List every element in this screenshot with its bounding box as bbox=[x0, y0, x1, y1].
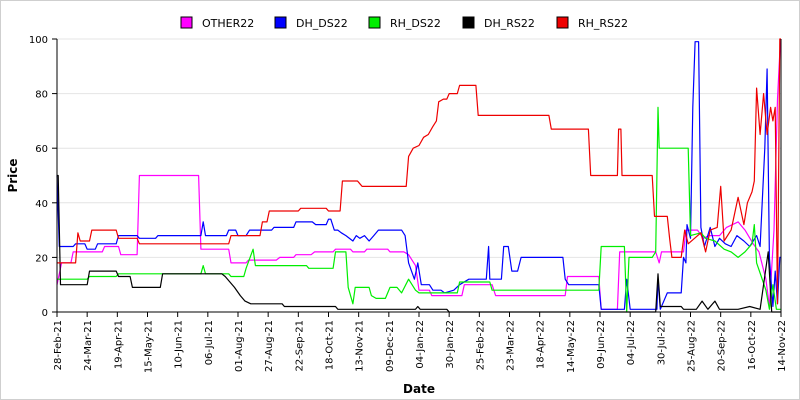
x-tick-label: 30-Jan-22 bbox=[445, 320, 456, 369]
series-line-rh-ds22 bbox=[57, 106, 781, 313]
series-line-dh-rs22 bbox=[57, 174, 781, 313]
y-tick-label: 20 bbox=[35, 253, 48, 264]
x-tick-label: 09-Dec-21 bbox=[385, 320, 396, 372]
x-tick-label: 25-Aug-22 bbox=[687, 320, 698, 372]
legend-item-other22: OTHER22 bbox=[180, 16, 254, 30]
x-tick-label: 24-Mar-21 bbox=[83, 320, 94, 371]
legend-item-dh-rs22: DH_RS22 bbox=[462, 16, 535, 30]
legend-swatch bbox=[180, 16, 193, 29]
legend-label: RH_RS22 bbox=[578, 17, 628, 30]
x-tick-label: 13-Nov-21 bbox=[355, 320, 366, 372]
y-ticks: 0 20 40 60 80 100 bbox=[29, 35, 57, 319]
legend-item-rh-rs22: RH_RS22 bbox=[556, 16, 628, 30]
legend-label: RH_DS22 bbox=[390, 17, 441, 30]
x-tick-label: 01-Aug-21 bbox=[234, 320, 245, 372]
x-tick-label: 04-Jan-22 bbox=[415, 320, 426, 369]
legend-label: DH_RS22 bbox=[484, 17, 535, 30]
x-tick-label: 14-Nov-22 bbox=[777, 320, 788, 372]
x-tick-label: 16-Oct-22 bbox=[747, 320, 758, 370]
y-tick-label: 40 bbox=[35, 199, 48, 210]
legend-swatch bbox=[368, 16, 381, 29]
x-tick-label: 28-Feb-21 bbox=[53, 320, 64, 370]
series-line-other22 bbox=[56, 38, 782, 310]
x-tick-label: 15-May-21 bbox=[144, 320, 155, 373]
x-tick-label: 18-Oct-21 bbox=[325, 320, 336, 370]
y-tick-label: 0 bbox=[42, 308, 48, 319]
series-layer bbox=[56, 38, 782, 313]
x-tick-label: 25-Feb-22 bbox=[475, 320, 486, 370]
y-tick-label: 80 bbox=[35, 90, 48, 101]
x-tick-label: 27-Aug-21 bbox=[264, 320, 275, 372]
legend-label: OTHER22 bbox=[202, 17, 254, 30]
y-tick-label: 100 bbox=[29, 35, 48, 46]
legend-item-rh-ds22: RH_DS22 bbox=[368, 16, 441, 30]
x-tick-label: 10-Jun-21 bbox=[174, 320, 185, 369]
legend-item-dh-ds22: DH_DS22 bbox=[274, 16, 348, 30]
x-tick-label: 20-Sep-22 bbox=[717, 320, 728, 372]
x-tick-label: 06-Jul-21 bbox=[204, 320, 215, 365]
x-tick-label: 09-Jun-22 bbox=[596, 320, 607, 369]
x-tick-label: 04-Jul-22 bbox=[626, 320, 637, 365]
legend-swatch bbox=[462, 16, 475, 29]
y-axis-title: Price bbox=[6, 158, 20, 192]
x-tick-label: 22-Sep-21 bbox=[294, 320, 305, 372]
x-tick-label: 23-Mar-22 bbox=[506, 320, 517, 371]
x-tick-label: 18-Apr-22 bbox=[536, 320, 547, 369]
x-tick-label: 19-Apr-21 bbox=[113, 320, 124, 369]
legend-swatch bbox=[556, 16, 569, 29]
series-line-rh-rs22 bbox=[57, 38, 781, 305]
x-ticks: 28-Feb-21 24-Mar-21 19-Apr-21 15-May-21 10-J… bbox=[53, 312, 788, 373]
x-tick-label: 14-May-22 bbox=[566, 320, 577, 373]
x-tick-label: 30-Jul-22 bbox=[656, 320, 667, 365]
legend-label: DH_DS22 bbox=[296, 17, 348, 30]
y-tick-label: 60 bbox=[35, 144, 48, 155]
x-axis-title: Date bbox=[403, 382, 435, 396]
legend-swatch bbox=[274, 16, 287, 29]
legend: OTHER22 DH_DS22 RH_DS22 DH_RS22 RH_RS22 bbox=[180, 16, 628, 30]
